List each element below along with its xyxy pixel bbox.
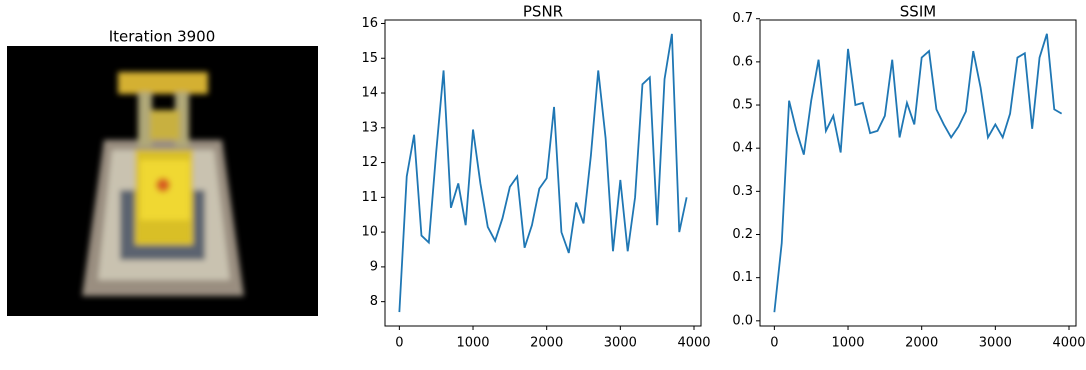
y-tick-label: 16 [361,16,378,31]
y-tick-label: 0.6 [732,54,753,69]
y-tick-label: 0.1 [732,270,753,285]
image-title: Iteration 3900 [109,28,216,46]
series-line [774,34,1061,312]
axes-frame [385,20,701,326]
y-tick-label: 9 [370,259,378,274]
y-tick-label: 15 [361,51,378,66]
y-tick-label: 10 [361,225,378,240]
y-tick-label: 0.2 [732,227,753,242]
y-tick-label: 0.7 [732,11,753,26]
y-tick-label: 0.4 [732,141,753,156]
y-tick-label: 0.0 [732,313,753,328]
figure: Iteration 3900 PSNR 8 9 10 11 12 13 14 15 16 0 1000… [0,0,1086,366]
x-tick-label: 3000 [604,336,637,351]
x-tick-label: 2000 [905,336,938,351]
y-tick-label: 8 [370,294,378,309]
chart-title: PSNR [523,3,563,21]
x-tick-label: 4000 [1052,336,1085,351]
render-image [7,46,318,316]
y-tick-label: 0.5 [732,98,753,113]
x-tick-label: 3000 [979,336,1012,351]
axes-frame [760,20,1076,326]
x-tick-label: 0 [395,336,403,351]
x-tick-label: 1000 [456,336,489,351]
y-tick-label: 12 [361,155,378,170]
y-tick-label: 11 [361,190,378,205]
y-tick-label: 14 [361,86,378,101]
chart-title: SSIM [900,3,936,21]
y-tick-label: 13 [361,120,378,135]
series-line [399,34,686,312]
x-tick-label: 0 [770,336,778,351]
x-tick-label: 1000 [831,336,864,351]
x-tick-label: 2000 [530,336,563,351]
x-tick-label: 4000 [677,336,710,351]
y-tick-label: 0.3 [732,184,753,199]
